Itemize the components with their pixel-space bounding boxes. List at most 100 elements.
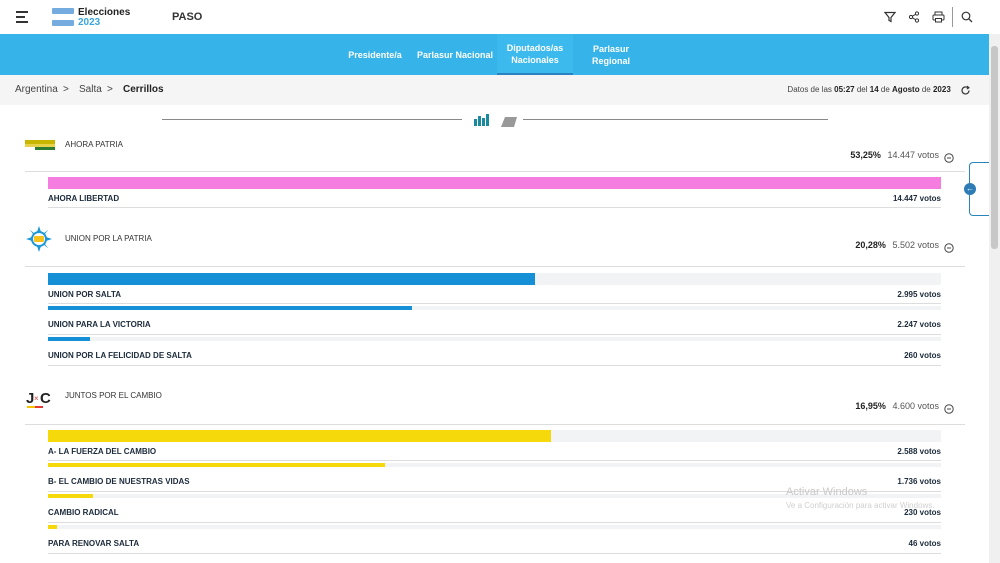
tab-diputados-nacionales[interactable]: Diputados/as Nacionales bbox=[497, 34, 573, 75]
party-percent: 20,28% bbox=[855, 240, 886, 250]
breadcrumb-separator: > bbox=[107, 84, 113, 95]
list-bar-fill bbox=[48, 430, 551, 442]
category-nav: Presidente/a Parlasur Nacional Diputados… bbox=[0, 34, 989, 75]
svg-text:×: × bbox=[34, 394, 39, 403]
refresh-icon[interactable] bbox=[960, 83, 971, 101]
list-bar-fill bbox=[48, 306, 413, 310]
hemicycle-chart-icon[interactable] bbox=[500, 114, 518, 132]
selector-line-right bbox=[523, 119, 828, 120]
party-divider bbox=[25, 424, 965, 425]
list-item: PARA RENOVAR SALTA 46 votos bbox=[48, 523, 941, 554]
activation-watermark-text: Ve a Configuración para activar Windows. bbox=[786, 501, 935, 510]
ahora-patria-logo bbox=[25, 138, 55, 156]
list-bar-track bbox=[48, 177, 941, 189]
list-bar-fill bbox=[48, 337, 90, 341]
party-block-union-por-la-patria: UNION POR LA PATRIA 20,28% 5.502 votos bbox=[25, 225, 965, 305]
elecciones-logo[interactable] bbox=[52, 8, 74, 26]
bar-chart-icon[interactable] bbox=[473, 113, 489, 131]
list-bar-fill bbox=[48, 525, 57, 529]
list-item: UNION POR LA FELICIDAD DE SALTA 260 voto… bbox=[48, 335, 941, 366]
share-icon[interactable] bbox=[902, 5, 926, 29]
list-name: CAMBIO RADICAL bbox=[48, 508, 119, 517]
arrow-left-icon[interactable]: ← bbox=[964, 183, 976, 195]
list-name: UNION POR SALTA bbox=[48, 290, 122, 299]
party-name: JUNTOS POR EL CAMBIO bbox=[65, 391, 162, 400]
party-percent: 16,95% bbox=[855, 401, 886, 411]
breadcrumb-item-cerrillos: Cerrillos bbox=[123, 84, 164, 95]
svg-text:J: J bbox=[26, 390, 34, 407]
list-votes: 230 votos bbox=[904, 508, 941, 517]
list-item: B- EL CAMBIO DE NUESTRAS VIDAS 1.736 vot… bbox=[48, 461, 941, 492]
list-bar-track bbox=[48, 525, 941, 529]
menu-icon[interactable] bbox=[16, 11, 28, 23]
side-panel-tab[interactable]: ← bbox=[964, 162, 989, 216]
collapse-icon[interactable] bbox=[944, 150, 954, 168]
search-icon[interactable] bbox=[955, 5, 979, 29]
filter-icon[interactable] bbox=[878, 5, 902, 29]
list-name: UNION POR LA FELICIDAD DE SALTA bbox=[48, 351, 192, 360]
list-votes: 46 votos bbox=[908, 539, 941, 548]
list-bar-fill bbox=[48, 273, 535, 285]
svg-text:C: C bbox=[40, 390, 51, 407]
brand-line2: 2023 bbox=[78, 17, 101, 28]
party-percent: 53,25% bbox=[850, 150, 881, 160]
collapse-icon[interactable] bbox=[944, 401, 954, 419]
party-totals: 53,25% 14.447 votos bbox=[850, 150, 939, 160]
party-lists: AHORA LIBERTAD 14.447 votos bbox=[48, 177, 941, 208]
election-type-label: PASO bbox=[172, 11, 203, 23]
party-block-ahora-patria: AHORA PATRIA 53,25% 14.447 votos bbox=[25, 135, 965, 213]
scrollbar-thumb[interactable] bbox=[991, 46, 998, 249]
list-bar-track bbox=[48, 463, 941, 467]
list-item: UNION PARA LA VICTORIA 2.247 votos bbox=[48, 304, 941, 335]
list-item: AHORA LIBERTAD 14.447 votos bbox=[48, 177, 941, 208]
list-votes: 260 votos bbox=[904, 351, 941, 360]
juntos-por-el-cambio-logo: J × C bbox=[25, 388, 53, 415]
party-votes: 5.502 votos bbox=[892, 240, 939, 250]
list-bar-track bbox=[48, 273, 941, 285]
party-divider bbox=[25, 266, 965, 267]
tab-presidente[interactable]: Presidente/a bbox=[348, 49, 402, 60]
list-name: UNION PARA LA VICTORIA bbox=[48, 320, 151, 329]
print-icon[interactable] bbox=[926, 5, 950, 29]
tab-parlasur-nacional[interactable]: Parlasur Nacional bbox=[416, 49, 494, 60]
breadcrumb-item-salta[interactable]: Salta bbox=[79, 84, 102, 95]
list-name: AHORA LIBERTAD bbox=[48, 194, 120, 203]
list-item: A- LA FUERZA DEL CAMBIO 2.588 votos bbox=[48, 430, 941, 461]
breadcrumb-item-argentina[interactable]: Argentina bbox=[15, 84, 58, 95]
list-votes: 2.247 votos bbox=[897, 320, 941, 329]
list-name: PARA RENOVAR SALTA bbox=[48, 539, 140, 548]
list-name: A- LA FUERZA DEL CAMBIO bbox=[48, 447, 157, 456]
party-votes: 4.600 votos bbox=[892, 401, 939, 411]
list-votes: 14.447 votos bbox=[892, 194, 941, 203]
party-totals: 20,28% 5.502 votos bbox=[855, 240, 939, 250]
party-lists: A- LA FUERZA DEL CAMBIO 2.588 votos B- E… bbox=[48, 430, 941, 554]
list-bar-track bbox=[48, 306, 941, 310]
list-bar-track bbox=[48, 430, 941, 442]
breadcrumb-separator: > bbox=[63, 84, 69, 95]
brand-title[interactable]: Elecciones 2023 bbox=[78, 8, 130, 28]
tab-parlasur-regional[interactable]: Parlasur Regional bbox=[591, 43, 630, 66]
list-bar-fill bbox=[48, 494, 93, 498]
list-name: B- EL CAMBIO DE NUESTRAS VIDAS bbox=[48, 477, 190, 486]
list-votes: 2.995 votos bbox=[897, 290, 941, 299]
list-bar-fill bbox=[48, 463, 385, 467]
party-name: UNION POR LA PATRIA bbox=[65, 234, 152, 243]
list-bar-track bbox=[48, 337, 941, 341]
breadcrumb: Argentina > Salta > Cerrillos Datos de l… bbox=[0, 75, 989, 105]
header-divider bbox=[952, 7, 953, 27]
page-scrollbar[interactable] bbox=[989, 34, 1000, 563]
collapse-icon[interactable] bbox=[944, 240, 954, 258]
party-divider bbox=[25, 171, 965, 172]
brand-line1: Elecciones bbox=[78, 7, 131, 18]
selector-line-left bbox=[162, 119, 462, 120]
top-header: Elecciones 2023 PASO bbox=[0, 0, 989, 34]
list-item: UNION POR SALTA 2.995 votos bbox=[48, 273, 941, 304]
list-bar-track bbox=[48, 494, 941, 498]
party-totals: 16,95% 4.600 votos bbox=[855, 401, 939, 411]
list-votes: 1.736 votos bbox=[897, 477, 941, 486]
last-updated-text: Datos de las 05:27 del 14 de Agosto de 2… bbox=[787, 85, 951, 94]
chart-type-selector bbox=[162, 113, 828, 127]
list-item: CAMBIO RADICAL 230 votos bbox=[48, 492, 941, 523]
union-por-la-patria-logo bbox=[25, 225, 53, 258]
activation-watermark-title: Activar Windows bbox=[786, 486, 868, 498]
